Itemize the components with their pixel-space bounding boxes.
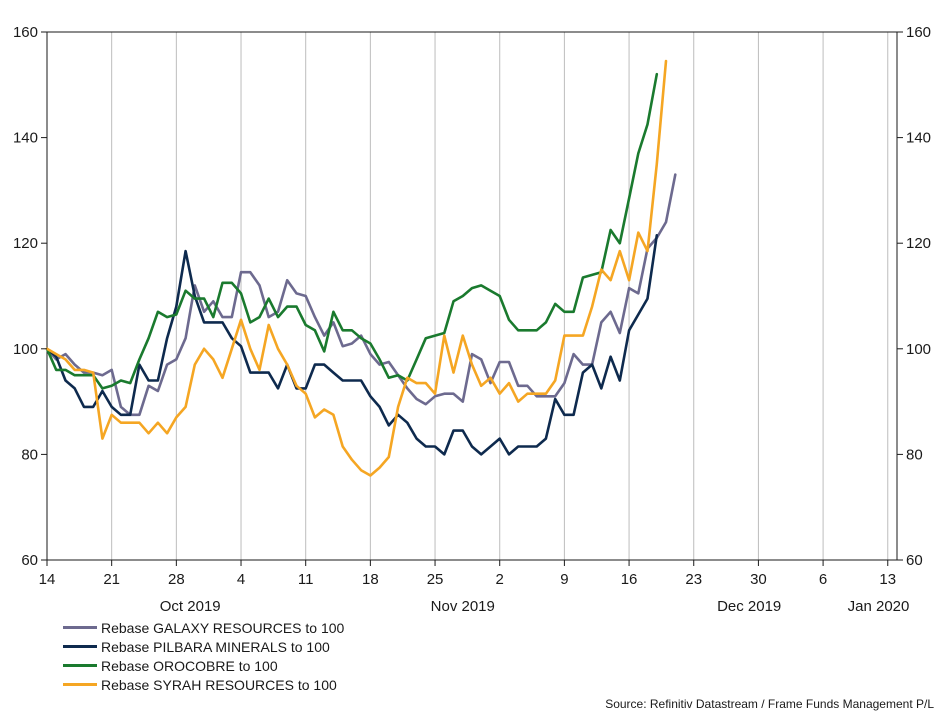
legend-swatch [63,645,97,648]
legend-swatch [63,683,97,686]
x-tick-label: 11 [298,571,314,588]
month-label: Jan 2020 [848,598,910,615]
axis-ticks [41,31,903,566]
series-line [45,72,659,390]
y-tick-label: 80 [21,446,38,463]
y-tick-label: 100 [906,341,931,358]
y-tick-label: 60 [21,552,38,569]
legend-swatch [63,664,97,667]
x-tick-label: 21 [103,571,120,588]
legend-label: Rebase GALAXY RESOURCES to 100 [101,619,345,636]
legend-item: Rebase SYRAH RESOURCES to 100 [63,675,344,694]
month-label: Nov 2019 [431,598,495,615]
y-tick-label: 60 [906,552,923,569]
series-line [45,59,668,477]
x-tick-label: 6 [819,571,827,588]
plot-frame [46,31,898,561]
month-label: Dec 2019 [717,598,781,615]
x-tick-label: 13 [879,571,896,588]
x-tick-label: 28 [168,571,185,588]
month-label: Oct 2019 [160,598,221,615]
x-tick-label: 30 [750,571,767,588]
legend-label: Rebase PILBARA MINERALS to 100 [101,638,330,655]
axis-labels: 14 21 28 4 11 18 25 2 9 16 23 30 6 13 Oct 2019 Nov 2019… [13,24,931,615]
legend-label: Rebase SYRAH RESOURCES to 100 [101,676,337,693]
y-tick-label: 120 [906,235,931,252]
y-tick-label: 140 [906,130,931,147]
series-layer [45,59,677,477]
chart-grid [111,32,889,560]
y-tick-label: 140 [13,130,38,147]
x-tick-label: 16 [621,571,638,588]
legend: Rebase GALAXY RESOURCES to 100 Rebase PI… [63,618,344,694]
series-line [45,234,659,456]
source-note: Source: Refinitiv Datastream / Frame Fun… [605,697,934,711]
legend-item: Rebase GALAXY RESOURCES to 100 [63,618,344,637]
legend-label: Rebase OROCOBRE to 100 [101,657,278,674]
y-tick-label: 100 [13,341,38,358]
x-tick-label: 25 [427,571,444,588]
legend-item: Rebase PILBARA MINERALS to 100 [63,637,344,656]
x-tick-label: 14 [39,571,56,588]
x-tick-label: 18 [362,571,379,588]
y-tick-label: 80 [906,446,923,463]
x-tick-label: 23 [685,571,702,588]
x-tick-label: 2 [496,571,504,588]
legend-item: Rebase OROCOBRE to 100 [63,656,344,675]
series-line [45,173,677,417]
x-tick-label: 4 [237,571,245,588]
y-tick-label: 160 [906,24,931,41]
x-tick-label: 9 [560,571,568,588]
y-tick-label: 160 [13,24,38,41]
legend-swatch [63,626,97,629]
y-tick-label: 120 [13,235,38,252]
